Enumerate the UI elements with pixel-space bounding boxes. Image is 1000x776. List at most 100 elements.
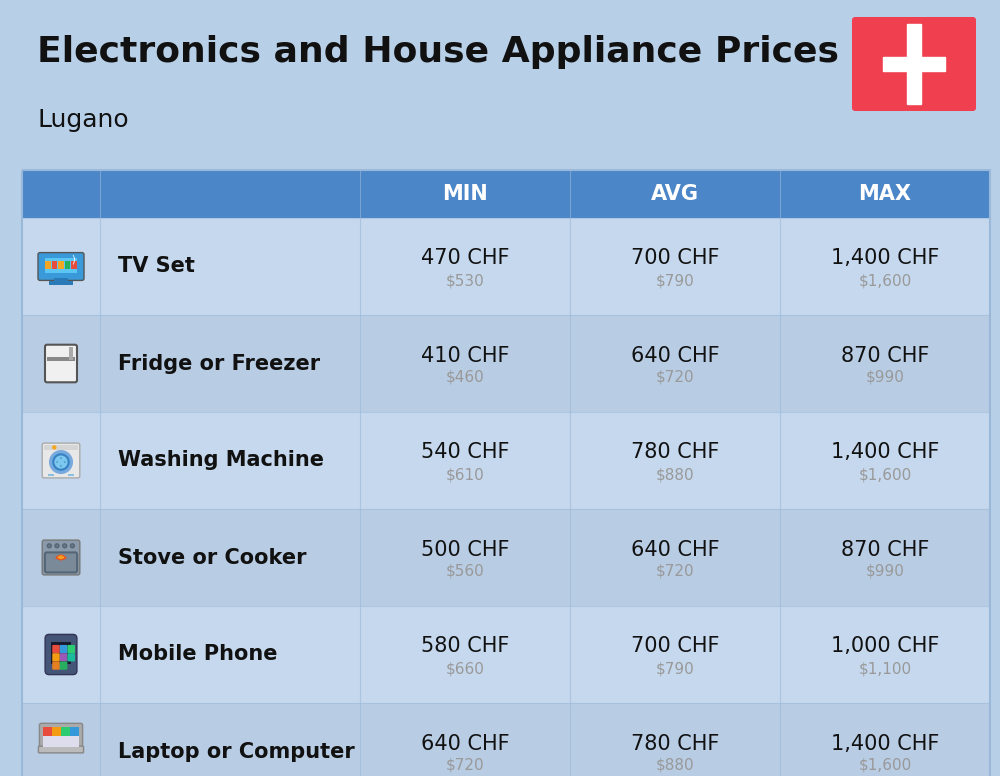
Bar [22, 703, 990, 776]
Bar [65, 261, 70, 268]
Text: 540 CHF: 540 CHF [421, 442, 509, 462]
Bar [22, 315, 990, 412]
Circle shape [64, 461, 66, 463]
Text: MIN: MIN [442, 184, 488, 204]
Bar [43, 727, 79, 747]
Text: $990: $990 [866, 564, 904, 579]
Text: $880: $880 [656, 758, 694, 773]
Bar [45, 261, 51, 268]
Text: $660: $660 [446, 661, 484, 676]
Bar [22, 509, 990, 606]
Text: 700 CHF: 700 CHF [631, 636, 719, 656]
FancyBboxPatch shape [52, 645, 60, 653]
Text: $530: $530 [446, 273, 484, 288]
Text: Fridge or Freezer: Fridge or Freezer [118, 354, 320, 373]
Circle shape [60, 457, 62, 459]
Text: 580 CHF: 580 CHF [421, 636, 509, 656]
Bar [45, 258, 77, 273]
Text: $990: $990 [866, 370, 904, 385]
Bar [907, 24, 921, 104]
FancyBboxPatch shape [45, 553, 77, 573]
Bar [69, 351, 73, 360]
Text: $1,600: $1,600 [858, 467, 912, 482]
Circle shape [52, 445, 57, 449]
Circle shape [55, 544, 59, 548]
Text: 500 CHF: 500 CHF [421, 539, 509, 559]
Text: 870 CHF: 870 CHF [841, 345, 929, 365]
FancyBboxPatch shape [52, 653, 60, 661]
Text: $790: $790 [656, 273, 694, 288]
Text: $1,600: $1,600 [858, 273, 912, 288]
FancyBboxPatch shape [45, 345, 77, 383]
Text: 780 CHF: 780 CHF [631, 733, 719, 753]
Text: Stove or Cooker: Stove or Cooker [118, 548, 306, 567]
Bar [22, 606, 990, 703]
FancyBboxPatch shape [67, 645, 75, 653]
Text: 870 CHF: 870 CHF [841, 539, 929, 559]
Text: AVG: AVG [651, 184, 699, 204]
Wedge shape [55, 555, 67, 561]
Bar [69, 348, 73, 352]
Text: 640 CHF: 640 CHF [421, 733, 509, 753]
Circle shape [47, 544, 51, 548]
Text: $1,600: $1,600 [858, 758, 912, 773]
Text: 1,400 CHF: 1,400 CHF [831, 442, 939, 462]
FancyBboxPatch shape [45, 635, 77, 674]
Text: 780 CHF: 780 CHF [631, 442, 719, 462]
Circle shape [63, 544, 67, 548]
Bar [52, 261, 57, 268]
Text: 1,000 CHF: 1,000 CHF [831, 636, 939, 656]
Bar [51, 642, 71, 663]
FancyBboxPatch shape [42, 540, 80, 575]
Text: 640 CHF: 640 CHF [631, 345, 719, 365]
Bar [68, 474, 74, 476]
Text: $880: $880 [656, 467, 694, 482]
Bar [61, 727, 70, 736]
Text: $720: $720 [446, 758, 484, 773]
Bar [58, 261, 64, 268]
Circle shape [56, 461, 58, 463]
FancyBboxPatch shape [60, 653, 67, 661]
Text: $720: $720 [656, 564, 694, 579]
Text: Mobile Phone: Mobile Phone [118, 645, 278, 664]
Bar [22, 170, 990, 218]
FancyBboxPatch shape [60, 661, 67, 670]
FancyBboxPatch shape [38, 253, 84, 280]
Text: 410 CHF: 410 CHF [421, 345, 509, 365]
FancyBboxPatch shape [67, 653, 75, 661]
Text: 640 CHF: 640 CHF [631, 539, 719, 559]
FancyBboxPatch shape [60, 645, 67, 653]
Text: $1,100: $1,100 [858, 661, 912, 676]
FancyBboxPatch shape [52, 661, 60, 670]
Bar [52, 727, 61, 736]
Text: Washing Machine: Washing Machine [118, 451, 324, 470]
Bar [70, 727, 79, 736]
Bar [48, 474, 54, 476]
Circle shape [70, 544, 74, 548]
Text: 470 CHF: 470 CHF [421, 248, 509, 268]
Bar [883, 57, 945, 71]
Bar [49, 281, 73, 285]
FancyBboxPatch shape [852, 17, 976, 111]
Text: Laptop or Computer: Laptop or Computer [118, 742, 355, 761]
Bar [43, 727, 52, 736]
Text: 1,400 CHF: 1,400 CHF [831, 248, 939, 268]
Text: Electronics and House Appliance Prices: Electronics and House Appliance Prices [37, 35, 839, 69]
Text: Lugano: Lugano [37, 108, 129, 132]
Text: $560: $560 [446, 564, 484, 579]
Text: 1,400 CHF: 1,400 CHF [831, 733, 939, 753]
Text: MAX: MAX [858, 184, 912, 204]
Text: $460: $460 [446, 370, 484, 385]
Text: $610: $610 [446, 467, 484, 482]
Text: $720: $720 [656, 370, 694, 385]
Text: $790: $790 [656, 661, 694, 676]
Circle shape [50, 452, 72, 473]
Text: ): ) [71, 255, 75, 265]
Circle shape [60, 465, 62, 467]
Bar [54, 279, 68, 282]
Wedge shape [57, 556, 65, 559]
FancyBboxPatch shape [38, 746, 84, 753]
Bar [71, 261, 77, 268]
Text: 700 CHF: 700 CHF [631, 248, 719, 268]
FancyBboxPatch shape [42, 443, 80, 478]
